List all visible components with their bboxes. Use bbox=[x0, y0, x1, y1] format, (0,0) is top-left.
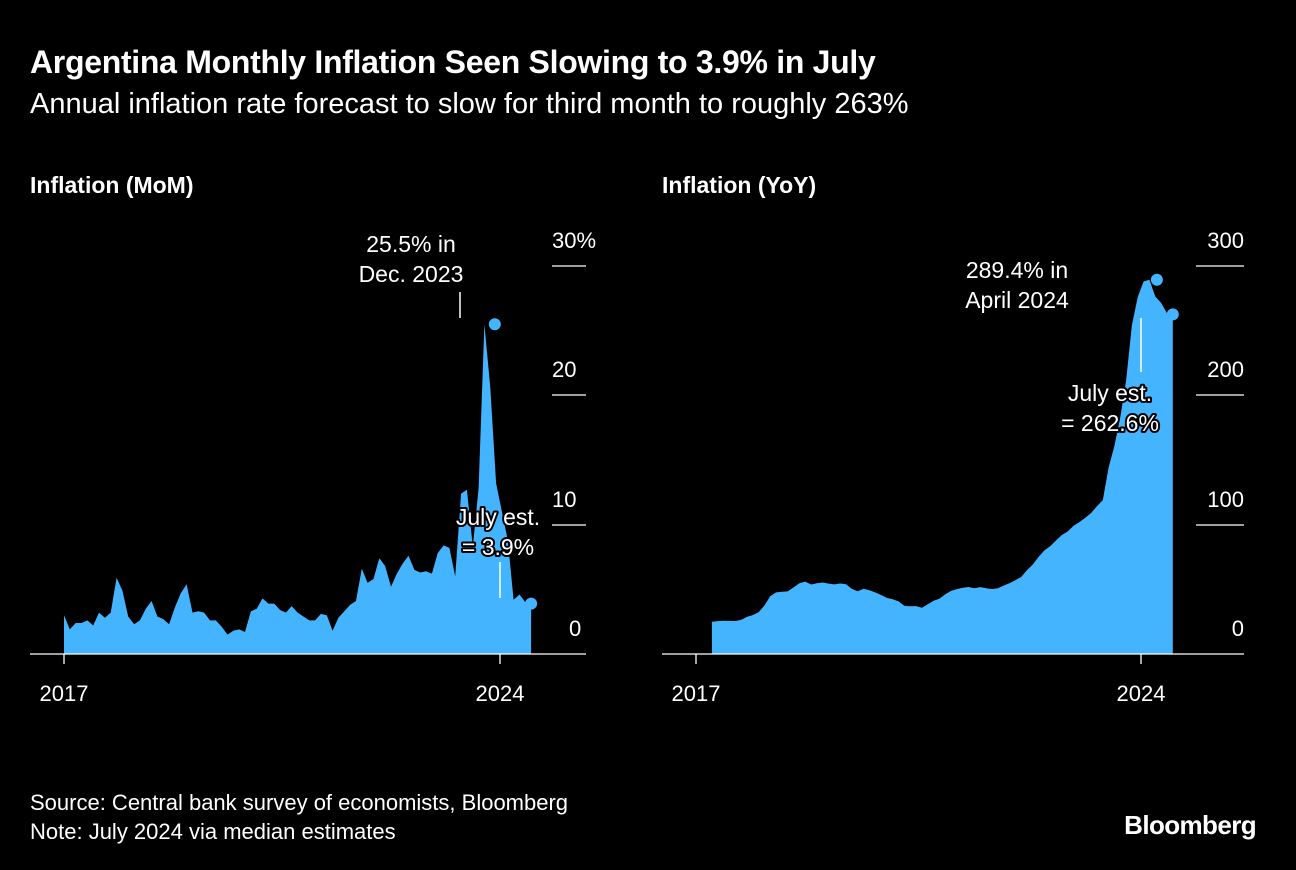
chart-subtitle: Annual inflation rate forecast to slow f… bbox=[30, 88, 909, 120]
yoy-y-tick-label-300: 300 bbox=[1207, 228, 1244, 253]
mom-july-label-line2: = 3.9% bbox=[462, 534, 534, 560]
yoy-panel-title: Inflation (YoY) bbox=[662, 172, 817, 198]
mom-y-tick-label-0: 0 bbox=[569, 616, 581, 641]
mom-chart: 2017 2024 30% 20 10 0 25.5% in Dec. 2023… bbox=[30, 228, 596, 706]
chart-title: Argentina Monthly Inflation Seen Slowing… bbox=[30, 44, 876, 80]
yoy-chart: 2017 2024 300 200 100 0 289.4% in April … bbox=[662, 228, 1244, 706]
mom-peak-marker bbox=[488, 318, 501, 331]
footer-notes: Source: Central bank survey of economist… bbox=[30, 788, 568, 846]
bloomberg-logo: Bloomberg bbox=[1124, 810, 1256, 840]
yoy-peak-marker bbox=[1150, 273, 1163, 286]
mom-july-marker bbox=[525, 597, 538, 610]
mom-july-label-line1: July est. bbox=[456, 504, 540, 530]
yoy-peak-label-line2: April 2024 bbox=[965, 287, 1069, 313]
yoy-peak-label-line1: 289.4% in bbox=[966, 257, 1068, 283]
yoy-july-label-line2: = 262.6% bbox=[1061, 410, 1159, 436]
mom-y-tick-label-10: 10 bbox=[552, 487, 576, 512]
mom-panel-title: Inflation (MoM) bbox=[30, 172, 194, 198]
yoy-july-label-line1: July est. bbox=[1068, 380, 1152, 406]
mom-x-tick-label-2017: 2017 bbox=[40, 681, 89, 706]
yoy-y-tick-label-100: 100 bbox=[1207, 487, 1244, 512]
mom-peak-label-line1: 25.5% in bbox=[366, 231, 456, 257]
mom-area-series bbox=[64, 324, 532, 654]
yoy-y-tick-label-200: 200 bbox=[1207, 357, 1244, 382]
yoy-x-tick-label-2017: 2017 bbox=[672, 681, 721, 706]
yoy-x-tick-label-2024: 2024 bbox=[1117, 681, 1166, 706]
mom-x-tick-label-2024: 2024 bbox=[476, 681, 525, 706]
mom-y-tick-label-30: 30% bbox=[552, 228, 596, 253]
source-note: Source: Central bank survey of economist… bbox=[30, 790, 569, 815]
mom-peak-label-line2: Dec. 2023 bbox=[359, 261, 464, 287]
mom-y-tick-label-20: 20 bbox=[552, 357, 576, 382]
yoy-july-marker bbox=[1166, 308, 1179, 321]
yoy-area-series bbox=[711, 279, 1173, 654]
methodology-note: Note: July 2024 via median estimates bbox=[30, 819, 396, 844]
yoy-y-tick-label-0: 0 bbox=[1232, 616, 1244, 641]
